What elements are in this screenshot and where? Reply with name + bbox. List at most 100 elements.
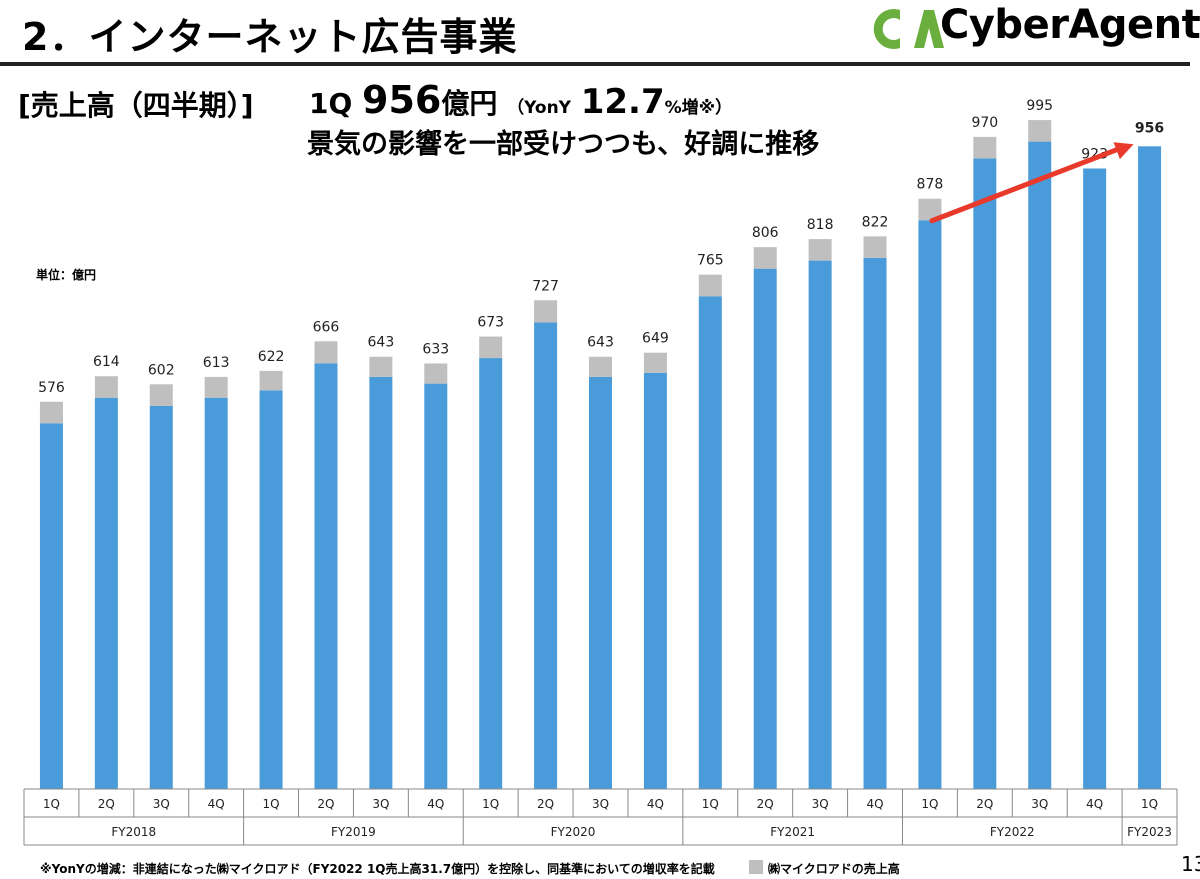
bar-segment-microad xyxy=(259,370,283,391)
page-title: 2．インターネット広告事業 xyxy=(22,15,518,59)
x-tick-label: 3Q xyxy=(1031,797,1048,811)
bar-segment-microad xyxy=(808,239,832,261)
x-tick-label: 4Q xyxy=(647,797,664,811)
logo-wordmark: CyberAgent xyxy=(940,2,1200,48)
headline: 1Q 956億円 （YonY 12.7%増※） xyxy=(309,78,732,122)
bar-segment-main xyxy=(369,376,393,789)
bar-segment-main xyxy=(39,423,63,789)
x-tick-label: 4Q xyxy=(866,797,883,811)
data-label: 649 xyxy=(642,331,669,347)
data-label: 806 xyxy=(752,225,779,241)
unit-label: 単位：億円 xyxy=(36,268,97,282)
legend-swatch-microad xyxy=(749,860,763,874)
bar-segment-main xyxy=(753,268,777,789)
data-label: 622 xyxy=(258,349,285,365)
bar-segment-main xyxy=(643,372,667,789)
data-label: 727 xyxy=(532,278,559,294)
bar-segment-main xyxy=(149,405,173,789)
page-number: 13 xyxy=(1181,852,1200,876)
headline-amount-unit: 億円 xyxy=(441,87,498,120)
trend-arrow-line xyxy=(929,143,1129,224)
data-label: 673 xyxy=(477,315,504,331)
x-tick-label: 4Q xyxy=(208,797,225,811)
bar-segment-main xyxy=(424,383,448,789)
bar-segment-microad xyxy=(973,136,997,159)
x-tick-label: 1Q xyxy=(921,797,938,811)
headline-yoy-prefix: （YonY xyxy=(507,98,571,118)
data-label: 818 xyxy=(807,217,834,233)
x-tick-label: 2Q xyxy=(98,797,115,811)
bar-segment-main xyxy=(314,363,338,789)
bar-segment-main xyxy=(863,257,887,789)
bar-segment-microad xyxy=(479,336,503,359)
x-tick-label: 2Q xyxy=(537,797,554,811)
trend-arrow-head-icon xyxy=(1113,142,1134,160)
bar-segment-microad xyxy=(369,356,393,377)
data-label: 602 xyxy=(148,362,175,378)
data-label: 956 xyxy=(1135,120,1164,136)
data-label: 633 xyxy=(422,341,449,357)
fiscal-year-label: FY2020 xyxy=(551,825,596,839)
x-tick-label: 2Q xyxy=(976,797,993,811)
title-divider xyxy=(0,62,1190,66)
bar-segment-microad xyxy=(534,300,558,323)
bar-segment-microad xyxy=(204,376,228,398)
data-label: 970 xyxy=(971,115,998,131)
bar-segment-main xyxy=(918,220,942,789)
data-label: 613 xyxy=(203,355,230,371)
x-tick-label: 3Q xyxy=(153,797,170,811)
footnote: ※YonYの増減：非連結になった㈱マイクロアド（FY2022 1Q売上高31.7… xyxy=(40,862,715,876)
section-label: [売上高（四半期）] xyxy=(18,89,254,122)
x-tick-label: 1Q xyxy=(1141,797,1158,811)
bar-segment-main xyxy=(973,158,997,790)
data-label: 643 xyxy=(368,335,395,351)
fiscal-year-label: FY2022 xyxy=(990,825,1035,839)
headline-amount: 956 xyxy=(362,78,442,122)
fiscal-year-label: FY2021 xyxy=(770,825,815,839)
ca-logo-mark-icon xyxy=(873,9,944,49)
bar-segment-main xyxy=(259,390,283,789)
data-label: 643 xyxy=(587,335,614,351)
x-tick-label: 3Q xyxy=(372,797,389,811)
bar-segment-microad xyxy=(643,352,667,373)
x-tick-label: 2Q xyxy=(757,797,774,811)
bar-segment-main xyxy=(479,358,503,789)
bar-segment-microad xyxy=(918,198,942,221)
bar-segment-microad xyxy=(39,401,63,424)
data-label: 765 xyxy=(697,253,724,269)
bar-segment-microad xyxy=(314,341,338,364)
bar-segment-microad xyxy=(149,384,173,406)
x-tick-label: 2Q xyxy=(317,797,334,811)
data-label: 666 xyxy=(313,319,340,335)
fiscal-year-label: FY2023 xyxy=(1127,825,1172,839)
headline-yoy-value: 12.7 xyxy=(580,82,665,122)
bar-segment-microad xyxy=(424,363,448,384)
cyberagent-logo xyxy=(873,9,944,49)
bar-segment-main xyxy=(1138,146,1162,789)
x-tick-label: 4Q xyxy=(1086,797,1103,811)
bar-segment-main xyxy=(589,376,612,789)
bar-segment-microad xyxy=(1028,120,1052,142)
bar-segment-main xyxy=(698,296,722,789)
bar-segment-main xyxy=(808,260,832,789)
x-tick-label: 3Q xyxy=(812,797,829,811)
x-tick-label: 1Q xyxy=(482,797,499,811)
bar-segment-main xyxy=(204,397,228,789)
bar-segment-microad xyxy=(589,356,612,377)
fiscal-year-label: FY2019 xyxy=(331,825,376,839)
bar-segment-main xyxy=(534,322,558,789)
x-tick-label: 4Q xyxy=(427,797,444,811)
bar-segment-main xyxy=(1028,141,1052,789)
legend-label-microad: ㈱マイクロアドの売上高 xyxy=(768,862,900,876)
data-label: 614 xyxy=(93,354,120,370)
data-label: 576 xyxy=(38,380,65,396)
bar-segment-microad xyxy=(753,247,777,269)
x-tick-label: 1Q xyxy=(263,797,280,811)
x-tick-label: 1Q xyxy=(702,797,719,811)
headline-quarter: 1Q xyxy=(309,87,353,120)
headline-yoy-suffix: %増※） xyxy=(664,98,733,118)
x-tick-label: 1Q xyxy=(43,797,60,811)
data-label: 995 xyxy=(1026,98,1053,114)
bar-segment-main xyxy=(94,397,118,789)
